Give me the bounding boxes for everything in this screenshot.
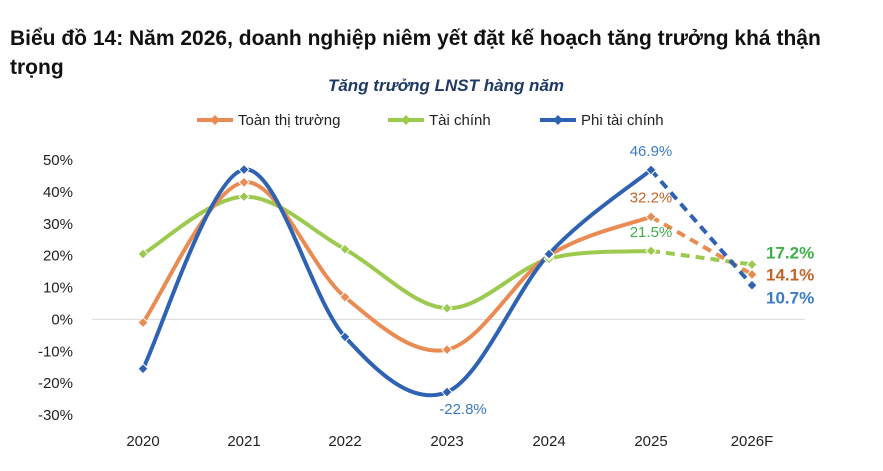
y-tick-label: 0% [51, 311, 73, 328]
series-projection-line [649, 168, 754, 287]
legend-label: Toàn thị trường [238, 112, 340, 129]
data-point [543, 248, 555, 260]
legend-marker [210, 115, 220, 125]
data-point [441, 302, 453, 314]
legend-marker [553, 115, 563, 125]
data-point [645, 164, 657, 176]
data-label: 32.2% [630, 190, 673, 207]
data-point [746, 258, 758, 271]
figure-title: Biểu đồ 14: Năm 2026, doanh nghiệp niêm … [10, 27, 821, 79]
data-point [441, 386, 453, 398]
y-tick-label: 10% [43, 280, 73, 297]
legend: Toàn thị trường Tài chính Phi tài chính [197, 112, 664, 129]
y-tick-label: -20% [38, 375, 73, 392]
y-tick-label: 20% [43, 248, 73, 265]
x-tick-label: 2025 [634, 433, 667, 450]
data-point [339, 243, 351, 255]
series-markers [137, 163, 758, 398]
data-point [746, 279, 758, 291]
x-tick-label: 2023 [430, 433, 463, 450]
data-label: 46.9% [630, 143, 673, 160]
data-point [339, 331, 351, 343]
data-label: -22.8% [439, 401, 487, 418]
data-label: 17.2% [766, 244, 814, 263]
legend-marker [401, 115, 411, 125]
data-point [137, 248, 149, 260]
series-projection-line [650, 248, 753, 267]
data-point [137, 316, 149, 329]
x-tick-label: 2022 [328, 433, 361, 450]
legend-label: Phi tài chính [581, 112, 664, 129]
data-point [238, 176, 250, 189]
data-label: 14.1% [766, 265, 814, 284]
data-point [645, 245, 657, 257]
data-label: 21.5% [630, 224, 673, 241]
data-point [238, 163, 250, 176]
data-point [645, 211, 657, 223]
y-tick-label: -10% [38, 343, 73, 360]
legend-label: Tài chính [429, 112, 491, 129]
data-point [441, 343, 453, 356]
y-tick-label: 30% [43, 216, 73, 233]
axes: 50% 40% 30% 20% 10% 0% -10% -20% -30% 2020 2021 202… [38, 152, 805, 450]
x-tick-label: 2021 [227, 433, 260, 450]
data-point [746, 268, 758, 281]
data-label: 10.7% [766, 288, 814, 307]
data-point [137, 363, 149, 375]
series-line [141, 194, 653, 311]
data-point [238, 190, 250, 203]
y-tick-label: -30% [38, 407, 73, 424]
y-tick-label: 50% [43, 152, 73, 169]
x-tick-label: 2020 [126, 433, 159, 450]
chart-title: Tăng trưởng LNST hàng năm [328, 76, 564, 95]
data-point [339, 291, 351, 303]
data-labels: 32.2% 14.1% 21.5% 17.2% -22.8% 46.9% 10.7% [439, 143, 814, 418]
series-line [141, 180, 653, 353]
y-tick-label: 40% [43, 184, 73, 201]
x-tick-label: 2024 [532, 433, 565, 450]
x-tick-label: 2026F [731, 433, 774, 450]
